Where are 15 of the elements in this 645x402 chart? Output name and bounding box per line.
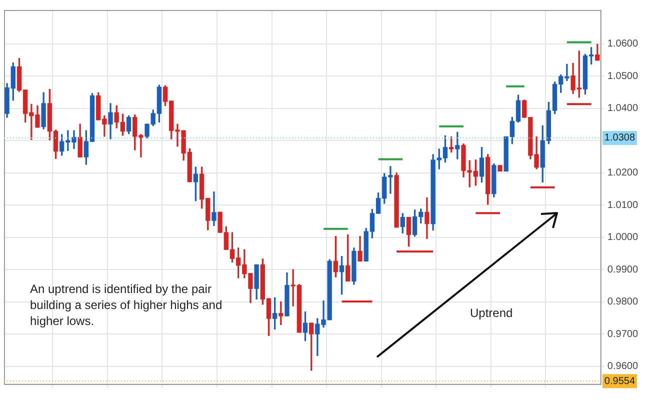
- y-tick-label: 0.9600: [607, 361, 638, 372]
- y-tick-label: 0.9700: [607, 328, 638, 340]
- annotation: An uptrend is identified by the pair building a series of higher highs and higher lows.: [30, 281, 224, 329]
- candlestick: [498, 165, 502, 172]
- y-tick-label: 0.9800: [607, 296, 638, 308]
- y-tick-label: 1.0600: [607, 38, 638, 50]
- y-tick-label: 1.0000: [607, 232, 638, 244]
- y-tick-label: 1.0200: [607, 168, 638, 179]
- ref-line-label: 0.9554: [604, 376, 636, 387]
- y-tick-label: 1.0400: [607, 103, 638, 114]
- y-tick-label: 1.0100: [607, 200, 638, 211]
- ref-line-label: 1.0308: [604, 132, 636, 144]
- annotation: Uptrend: [470, 305, 514, 321]
- y-tick-label: 0.9900: [607, 264, 638, 276]
- y-tick-label: 1.0500: [607, 70, 638, 82]
